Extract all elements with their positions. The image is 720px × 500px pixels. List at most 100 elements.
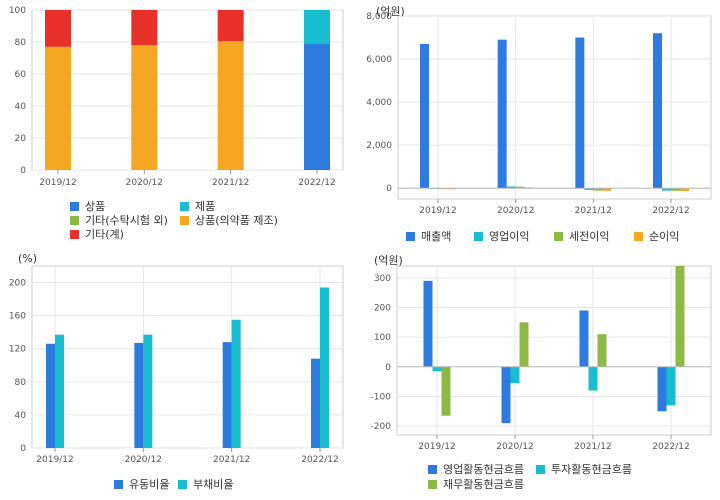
bar [45, 10, 71, 47]
legend-item-2-3[interactable]: 순이익 [634, 228, 679, 244]
legend-label: 투자활동현금흐름 [551, 463, 632, 476]
bar [519, 322, 529, 367]
y-tick-label: 160 [9, 312, 26, 322]
chart-panel-4: (억원) -200 -100 0 100 200 300 2019/12 2020/12 202… [360, 250, 720, 496]
bar [506, 186, 516, 189]
legend-item-1-1[interactable]: 제품 [180, 198, 215, 214]
x-tick-label: 2020/12 [126, 178, 163, 188]
chart-legend-3: 유동비율 부채비율 [114, 476, 314, 492]
y-tick-label: 60 [15, 70, 27, 80]
x-tick-label: 2022/12 [652, 442, 689, 452]
unit-label-4: (억원) [374, 254, 403, 267]
unit-label-3: (%) [18, 252, 38, 265]
bar [510, 366, 520, 384]
bar [515, 186, 525, 189]
bar [662, 188, 671, 191]
legend-label: 영업이익 [489, 230, 530, 243]
legend-swatch [180, 215, 189, 225]
legend-label: 기타(계) [85, 228, 124, 241]
x-tick-label: 2021/12 [213, 455, 250, 465]
chart-legend-2: 매출액 영업이익 세전이익 순이익 [406, 228, 716, 244]
y-tick-label: 100 [374, 333, 391, 343]
legend-swatch [536, 464, 545, 474]
legend-item-2-1[interactable]: 영업이익 [474, 228, 529, 244]
legend-swatch [428, 464, 437, 474]
y-tick-label: 120 [9, 345, 26, 355]
bar [217, 10, 244, 42]
chart-panel-1: 0 20 40 60 80 100 2019/12 2020/12 2021/12 2022/12… [0, 0, 350, 250]
legend-swatch [70, 229, 79, 239]
bar [602, 188, 612, 191]
chart-panel-2: (억원) 0 2,000 4,000 6,000 8,000 2019/12 2020/12… [360, 0, 720, 250]
legend-label: 재무활동현금흐름 [443, 478, 524, 491]
legend-item-3-1[interactable]: 부채비율 [178, 476, 233, 492]
bar [575, 37, 585, 189]
y-tick-label: 100 [9, 6, 26, 16]
legend-label: 매출액 [421, 230, 452, 243]
bar [134, 342, 144, 448]
x-tick-label: 2021/12 [575, 206, 612, 216]
legend-item-4-1[interactable]: 투자활동현금흐름 [536, 461, 632, 477]
y-tick-label: -200 [371, 422, 392, 432]
y-tick-label: 0 [20, 166, 26, 176]
bar [217, 169, 244, 170]
legend-item-4-0[interactable]: 영업활동현금흐름 [428, 461, 524, 477]
legend-item-3-0[interactable]: 유동비율 [114, 476, 169, 492]
chart-svg-1: 0 20 40 60 80 100 2019/12 2020/12 2021/12 2022/12 [9, 6, 344, 188]
x-tick-label: 2019/12 [419, 206, 456, 216]
chart-legend-4: 영업활동현금흐름 투자활동현금흐름 재무활동현금흐름 [428, 461, 718, 495]
bar [231, 319, 241, 448]
bar [588, 366, 598, 391]
bar [55, 334, 64, 448]
legend-swatch [474, 231, 483, 241]
bar [671, 188, 680, 191]
y-tick-label: 40 [15, 102, 27, 112]
bar [675, 266, 685, 367]
legend-item-1-0[interactable]: 상품 [70, 198, 105, 214]
y-tick-label: 80 [15, 378, 27, 388]
legend-label: 기타(수탁시험 외) [85, 214, 168, 227]
legend-item-1-4[interactable]: 기타(계) [70, 226, 124, 242]
legend-label: 상품 [85, 200, 106, 213]
x-tick-label: 2020/12 [497, 206, 534, 216]
legend-label: 순이익 [649, 230, 680, 243]
legend-item-2-0[interactable]: 매출액 [406, 228, 451, 244]
x-tick-label: 2020/12 [125, 455, 162, 465]
legend-swatch [70, 215, 79, 225]
x-tick-label: 2019/12 [39, 178, 76, 188]
plot-area [397, 15, 712, 200]
chart-svg-3: 0 40 80 120 160 200 2019/12 2020/12 2021/12 2022/… [9, 265, 344, 465]
y-tick-label: 4,000 [366, 98, 392, 108]
y-tick-label: 0 [386, 184, 392, 194]
plot-area [31, 9, 344, 171]
legend-item-4-2[interactable]: 재무활동현금흐름 [428, 476, 524, 492]
legend-swatch [406, 231, 415, 241]
legend-item-1-2[interactable]: 기타(수탁시험 외) [70, 212, 168, 228]
bar [320, 287, 329, 448]
legend-swatch [70, 201, 79, 211]
bar [657, 366, 667, 412]
legend-swatch [180, 201, 189, 211]
x-tick-label: 2019/12 [36, 455, 73, 465]
bar [45, 46, 71, 170]
x-tick-label: 2022/12 [301, 455, 338, 465]
legend-swatch [634, 231, 643, 241]
bar [579, 310, 589, 367]
bar [497, 39, 507, 189]
y-tick-label: 20 [15, 134, 27, 144]
x-tick-label: 2021/12 [574, 442, 611, 452]
chart-svg-2: 0 2,000 4,000 6,000 8,000 2019/12 2020/12 2021/… [366, 12, 712, 216]
legend-label: 부채비율 [193, 478, 234, 491]
bar [46, 343, 55, 448]
bar [584, 188, 594, 190]
legend-item-1-3[interactable]: 상품(의약품 제조) [180, 212, 278, 228]
legend-label: 유동비율 [129, 478, 170, 491]
x-tick-label: 2021/12 [212, 178, 249, 188]
y-tick-label: 300 [374, 274, 391, 284]
legend-item-2-2[interactable]: 세전이익 [554, 228, 609, 244]
bar [131, 10, 158, 46]
bar [217, 41, 244, 170]
legend-label: 제품 [195, 200, 216, 213]
y-tick-label: -100 [371, 392, 392, 402]
bar [432, 366, 442, 372]
